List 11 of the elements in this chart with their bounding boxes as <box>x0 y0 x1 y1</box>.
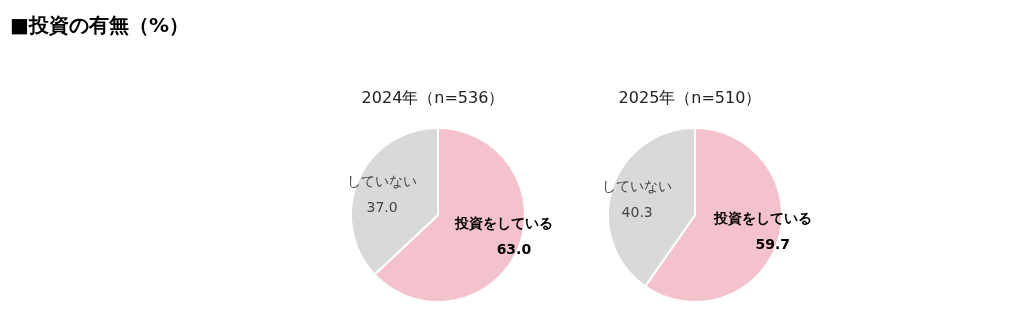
slice-label: 投資をしている <box>712 209 812 226</box>
data-label: 63.0 <box>496 240 532 257</box>
data-label: 37.0 <box>366 199 398 216</box>
text: ■投資の有無（%） <box>10 12 189 39</box>
chart-subtitle: 2024年（n=536） <box>360 88 506 109</box>
slice-label: 投資をしている <box>453 214 553 231</box>
slice-label: していない <box>347 173 418 190</box>
data-label: 40.3 <box>621 204 653 221</box>
chart-title: 2025年（n=510） <box>617 88 763 109</box>
data-label: 59.7 <box>755 235 791 252</box>
slice-label: していない <box>602 178 673 195</box>
